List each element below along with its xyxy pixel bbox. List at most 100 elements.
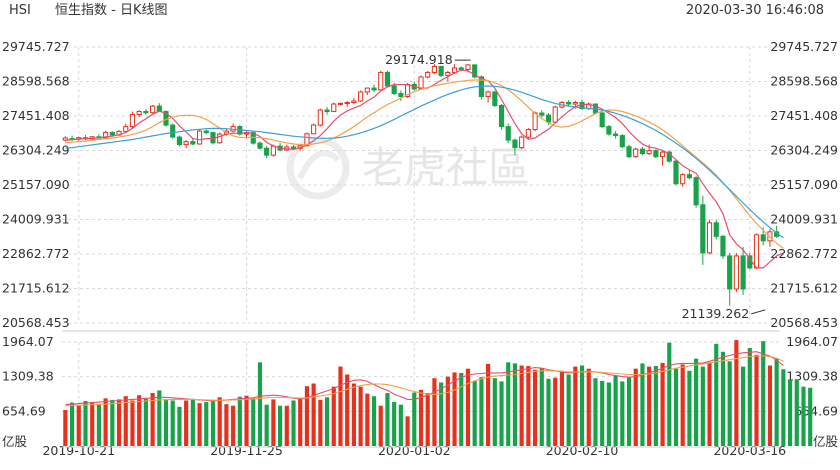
candle-body bbox=[311, 124, 317, 135]
volume-bar bbox=[459, 372, 464, 446]
volume-bar bbox=[673, 368, 679, 446]
candle-body bbox=[170, 124, 176, 138]
candle-body bbox=[150, 105, 156, 114]
volume-tick-label-right: 1964.07 bbox=[786, 334, 838, 349]
volume-bar bbox=[278, 405, 283, 446]
volume-bar bbox=[465, 368, 471, 446]
candle-body bbox=[619, 135, 625, 148]
candle-body bbox=[445, 71, 451, 76]
volume-bar bbox=[318, 399, 323, 446]
volume-bar bbox=[499, 381, 504, 446]
candle-body bbox=[344, 102, 350, 105]
volume-tick-label-left: 1964.07 bbox=[2, 334, 54, 349]
candle-body bbox=[572, 102, 578, 105]
watermark-logo-stroke bbox=[297, 150, 341, 180]
volume-bar bbox=[69, 402, 75, 446]
volume-bar bbox=[231, 405, 236, 446]
volume-bar bbox=[767, 365, 773, 446]
y-tick-label-left: 22862.772 bbox=[2, 246, 70, 261]
y-tick-label-right: 29745.727 bbox=[770, 39, 838, 54]
candle-body bbox=[143, 111, 149, 114]
annotation-low: 21139.262 bbox=[682, 306, 750, 321]
volume-bar bbox=[600, 380, 605, 446]
volume-bar bbox=[338, 366, 343, 446]
y-tick-label-right: 21715.612 bbox=[770, 281, 838, 296]
candle-body bbox=[331, 103, 337, 113]
candle-body bbox=[693, 177, 699, 206]
volume-bar bbox=[794, 379, 799, 446]
candle-body bbox=[566, 102, 572, 105]
candle-body bbox=[706, 222, 713, 254]
volume-bar bbox=[620, 381, 625, 446]
candle-body bbox=[539, 112, 545, 116]
candle-body bbox=[606, 126, 612, 135]
volume-bar bbox=[519, 365, 524, 446]
candle-body bbox=[492, 91, 498, 107]
candle-body bbox=[472, 64, 478, 78]
volume-bar bbox=[264, 404, 269, 446]
volume-bar bbox=[143, 398, 148, 446]
volume-bar bbox=[526, 366, 531, 446]
candle-body bbox=[505, 126, 511, 141]
y-tick-label-right: 22862.772 bbox=[770, 246, 838, 261]
volume-bar bbox=[781, 369, 786, 446]
candle-body bbox=[673, 160, 679, 185]
volume-bar bbox=[116, 399, 122, 446]
volume-bar bbox=[324, 397, 330, 446]
candle-body bbox=[431, 65, 438, 73]
volume-bar bbox=[271, 399, 276, 446]
candle-body bbox=[659, 151, 666, 158]
volume-bar bbox=[96, 404, 101, 446]
candle-body bbox=[257, 142, 263, 149]
volume-bar bbox=[700, 366, 705, 446]
candle-body bbox=[639, 148, 646, 155]
volume-bar bbox=[63, 409, 68, 446]
volume-bar bbox=[774, 358, 779, 446]
volume-bar bbox=[626, 377, 632, 446]
candle-body bbox=[653, 150, 659, 158]
volume-bar bbox=[492, 378, 497, 446]
volume-bar bbox=[613, 375, 618, 446]
candle-body bbox=[458, 67, 464, 70]
candle-body bbox=[740, 255, 746, 290]
volume-bar bbox=[163, 399, 169, 446]
chart-title: 恒生指数 - 日K线图 bbox=[55, 3, 168, 18]
volume-bar bbox=[512, 363, 518, 446]
volume-bar bbox=[687, 370, 692, 446]
candle-body bbox=[364, 87, 370, 93]
y-tick-label-left: 24009.931 bbox=[2, 212, 70, 227]
volume-bar bbox=[83, 400, 88, 446]
volume-bar bbox=[761, 341, 766, 446]
candle-body bbox=[384, 71, 391, 87]
volume-bar bbox=[351, 383, 356, 446]
candle-body bbox=[545, 114, 552, 123]
ma-line-ma20 bbox=[65, 85, 784, 239]
candle-body bbox=[264, 147, 270, 156]
candle-body bbox=[123, 126, 129, 132]
volume-bar bbox=[566, 374, 571, 446]
volume-bar bbox=[237, 396, 242, 446]
candle-body bbox=[438, 65, 444, 76]
volume-bar bbox=[311, 383, 316, 446]
volume-tick-label-left: 654.69 bbox=[2, 403, 46, 418]
candle-body bbox=[203, 130, 209, 134]
candle-body bbox=[270, 145, 276, 156]
volume-bar bbox=[392, 402, 397, 446]
symbol-label: HSI bbox=[9, 3, 31, 18]
y-tick-label-left: 20568.453 bbox=[2, 315, 70, 330]
candle-body bbox=[552, 106, 558, 123]
volume-bar bbox=[184, 400, 189, 446]
volume-bar bbox=[204, 402, 209, 446]
volume-bar bbox=[653, 366, 658, 446]
volume-bar bbox=[667, 342, 672, 446]
volume-tick-label-left: 1309.38 bbox=[2, 369, 54, 384]
volume-bar bbox=[714, 343, 719, 446]
volume-bar bbox=[694, 358, 699, 446]
candle-body bbox=[290, 146, 297, 149]
volume-bar bbox=[439, 382, 444, 446]
volume-bar bbox=[331, 386, 336, 446]
volume-unit-right: 亿股 bbox=[813, 434, 839, 449]
volume-bar bbox=[304, 386, 310, 446]
volume-bar bbox=[412, 392, 417, 446]
